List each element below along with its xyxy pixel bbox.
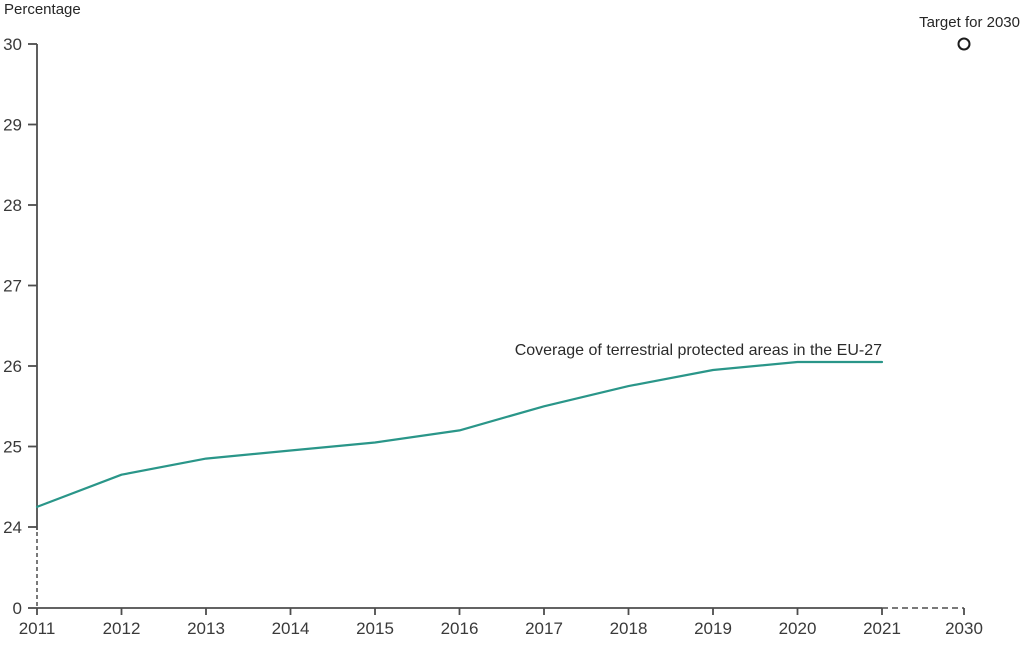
y-tick-label-0: 0 <box>13 599 22 618</box>
y-axis-title: Percentage <box>4 1 81 18</box>
x-tick-label-2017: 2017 <box>525 619 563 638</box>
x-tick-label-2019: 2019 <box>694 619 732 638</box>
x-tick-label-2016: 2016 <box>441 619 479 638</box>
x-tick-label-2013: 2013 <box>187 619 225 638</box>
target-label: Target for 2030 <box>919 14 1020 31</box>
x-tick-label-2015: 2015 <box>356 619 394 638</box>
x-tick-label-2020: 2020 <box>779 619 817 638</box>
y-tick-label-30: 30 <box>3 35 22 54</box>
y-tick-label-26: 26 <box>3 357 22 376</box>
data-line-eu27-coverage <box>35 360 884 508</box>
series-inline-label: Coverage of terrestrial protected areas … <box>514 342 882 359</box>
x-tick-label-2014: 2014 <box>272 619 310 638</box>
x-tick-label-2030: 2030 <box>945 619 983 638</box>
x-tick-label-2021: 2021 <box>863 619 901 638</box>
x-tick-label-2011: 2011 <box>19 619 56 638</box>
y-tick-label-29: 29 <box>3 116 22 135</box>
y-tick-label-25: 25 <box>3 438 22 457</box>
y-tick-label-27: 27 <box>3 277 22 296</box>
y-tick-label-28: 28 <box>3 196 22 215</box>
x-tick-label-2018: 2018 <box>610 619 648 638</box>
x-tick-label-2012: 2012 <box>103 619 141 638</box>
target-2030-marker-circle <box>957 37 971 51</box>
y-tick-label-24: 24 <box>3 518 22 537</box>
